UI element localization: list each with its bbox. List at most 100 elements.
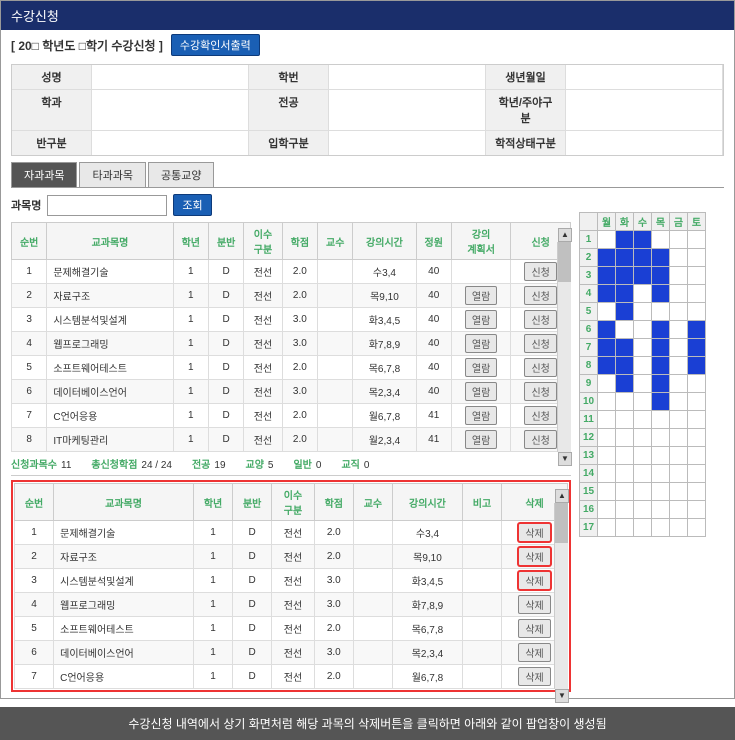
column-header: 교수	[318, 223, 353, 260]
summary-key: 전공	[192, 460, 210, 471]
tab-공통교양[interactable]: 공통교양	[148, 162, 214, 187]
delete-button[interactable]: 삭제	[518, 619, 550, 638]
period-header: 10	[580, 393, 598, 411]
summary-val: 0	[316, 460, 322, 471]
schedule-cell	[616, 465, 634, 483]
schedule-cell	[616, 411, 634, 429]
tab-자과과목[interactable]: 자과과목	[11, 162, 77, 187]
day-header: 금	[670, 213, 688, 231]
view-plan-button[interactable]: 열람	[465, 310, 497, 329]
schedule-cell	[634, 501, 652, 519]
schedule-cell	[688, 285, 706, 303]
scroll-thumb[interactable]	[558, 242, 571, 282]
apply-button[interactable]: 신청	[524, 262, 556, 281]
schedule-cell	[670, 357, 688, 375]
scroll-down-icon[interactable]: ▼	[558, 452, 572, 466]
column-header: 교수	[353, 484, 392, 521]
apply-button[interactable]: 신청	[524, 382, 556, 401]
day-header: 월	[598, 213, 616, 231]
column-header: 순번	[12, 223, 47, 260]
search-input[interactable]	[47, 195, 167, 216]
schedule-cell	[598, 501, 616, 519]
delete-button[interactable]: 삭제	[518, 643, 550, 662]
schedule-cell	[616, 303, 634, 321]
column-header: 순번	[15, 484, 54, 521]
day-header: 토	[688, 213, 706, 231]
apply-button[interactable]: 신청	[524, 286, 556, 305]
schedule-cell	[634, 447, 652, 465]
delete-button[interactable]: 삭제	[518, 547, 550, 566]
schedule-cell	[598, 375, 616, 393]
schedule-cell	[598, 411, 616, 429]
view-plan-button[interactable]: 열람	[465, 406, 497, 425]
schedule-cell	[688, 393, 706, 411]
view-plan-button[interactable]: 열람	[465, 334, 497, 353]
schedule-cell	[598, 231, 616, 249]
period-header: 12	[580, 429, 598, 447]
view-plan-button[interactable]: 열람	[465, 358, 497, 377]
print-button[interactable]: 수강확인서출력	[171, 34, 260, 56]
tab-타과과목[interactable]: 타과과목	[79, 162, 145, 187]
schedule-cell	[616, 285, 634, 303]
schedule-cell	[670, 429, 688, 447]
schedule-cell	[652, 483, 670, 501]
scroll-down-icon[interactable]: ▼	[555, 689, 569, 703]
schedule-cell	[598, 303, 616, 321]
scroll-up-icon[interactable]: ▲	[558, 228, 572, 242]
summary-val: 19	[214, 460, 225, 471]
day-header: 목	[652, 213, 670, 231]
schedule-cell	[652, 249, 670, 267]
period-header: 3	[580, 267, 598, 285]
info-label: 성명	[12, 65, 92, 89]
available-courses-table: 순번교과목명학년분반이수구분학점교수강의시간정원강의계획서신청1문제해결기술1D…	[11, 222, 571, 452]
view-plan-button[interactable]: 열람	[465, 430, 497, 449]
schedule-cell	[598, 483, 616, 501]
scrollbar[interactable]: ▲ ▼	[557, 242, 571, 452]
delete-button[interactable]: 삭제	[518, 571, 550, 590]
summary-row: 신청과목수11총신청학점24 / 24전공19교양5일반0교직0	[11, 452, 571, 476]
summary-key: 일반	[293, 460, 311, 471]
search-button[interactable]: 조회	[173, 194, 211, 216]
info-label: 학과	[12, 90, 92, 130]
schedule-cell	[670, 501, 688, 519]
schedule-cell	[670, 447, 688, 465]
schedule-cell	[634, 375, 652, 393]
table-row: 5소프트웨어테스트1D전선2.0목6,7,840열람신청	[12, 356, 571, 380]
schedule-cell	[616, 519, 634, 537]
view-plan-button[interactable]: 열람	[465, 382, 497, 401]
schedule-cell	[652, 303, 670, 321]
scroll-thumb[interactable]	[555, 503, 568, 543]
table-row: 1문제해결기술1D전선2.0수3,4삭제	[15, 521, 568, 545]
schedule-cell	[652, 321, 670, 339]
column-header: 교과목명	[47, 223, 173, 260]
delete-button[interactable]: 삭제	[518, 595, 550, 614]
schedule-cell	[652, 339, 670, 357]
column-header: 이수구분	[272, 484, 314, 521]
summary-val: 5	[268, 460, 274, 471]
schedule-cell	[598, 429, 616, 447]
schedule-cell	[598, 285, 616, 303]
delete-button[interactable]: 삭제	[518, 523, 550, 542]
schedule-cell	[670, 231, 688, 249]
scroll-up-icon[interactable]: ▲	[555, 489, 569, 503]
scrollbar-2[interactable]: ▲ ▼	[554, 503, 568, 689]
summary-key: 교양	[246, 460, 264, 471]
apply-button[interactable]: 신청	[524, 358, 556, 377]
period-header: 16	[580, 501, 598, 519]
summary-key: 교직	[341, 460, 359, 471]
schedule-cell	[616, 501, 634, 519]
delete-button[interactable]: 삭제	[518, 667, 550, 686]
schedule-cell	[634, 231, 652, 249]
apply-button[interactable]: 신청	[524, 430, 556, 449]
schedule-cell	[670, 393, 688, 411]
column-header: 학년	[193, 484, 232, 521]
schedule-cell	[598, 393, 616, 411]
apply-button[interactable]: 신청	[524, 334, 556, 353]
table-row: 4웹프로그래밍1D전선3.0화7,8,9삭제	[15, 593, 568, 617]
period-header: 5	[580, 303, 598, 321]
apply-button[interactable]: 신청	[524, 310, 556, 329]
apply-button[interactable]: 신청	[524, 406, 556, 425]
schedule-cell	[688, 465, 706, 483]
view-plan-button[interactable]: 열람	[465, 286, 497, 305]
period-header: 14	[580, 465, 598, 483]
